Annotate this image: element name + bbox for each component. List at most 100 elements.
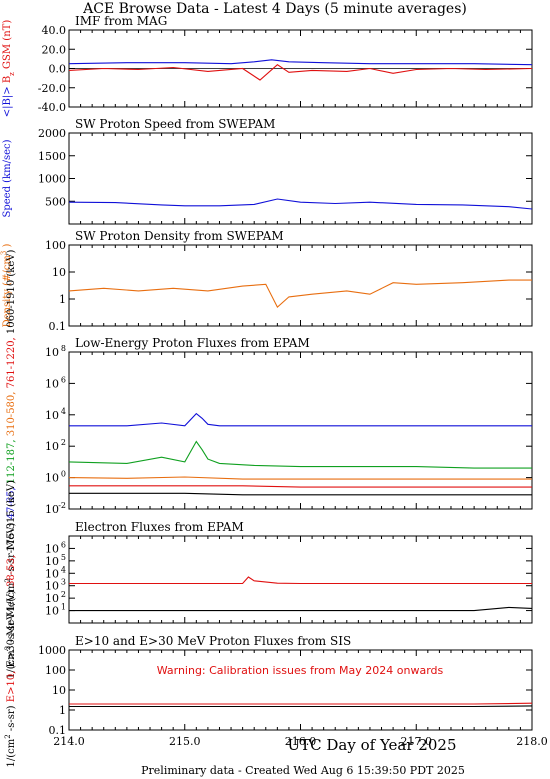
y-tick-label: 10 bbox=[45, 580, 59, 593]
series-line-orange bbox=[68, 476, 532, 480]
y-axis-label-part: 2 bbox=[4, 734, 12, 738]
y-tick-label: 1 bbox=[59, 293, 66, 306]
y-tick-label: 10 bbox=[52, 266, 66, 279]
y-axis-label-part: Speed (km/sec) bbox=[2, 139, 13, 217]
series-line-orange bbox=[68, 279, 532, 308]
x-tick-label: 215.0 bbox=[169, 735, 201, 748]
y-axis-label-part: -s-sr-MeV) bbox=[6, 522, 17, 578]
series-line-blue bbox=[69, 412, 532, 427]
y-tick-label: 40.0 bbox=[42, 24, 67, 37]
y-axis-label-part: 175-315 (keV) bbox=[6, 480, 17, 555]
y-tick-exponent: -2 bbox=[58, 501, 66, 510]
y-axis-label: Density (#/cm3 ) bbox=[0, 243, 13, 327]
y-axis-label: 1/(cm2 -s-sr) E>10, E>30 MeV bbox=[4, 612, 17, 768]
x-axis-label: UTC Day of Year 2025 bbox=[288, 736, 457, 754]
y-tick-label: 10 bbox=[45, 542, 59, 555]
panel-speed: 500 1000 1500 2000 SW Proton Speed from SWEP… bbox=[2, 117, 533, 225]
series-line-black bbox=[69, 492, 532, 496]
y-tick-label: 1000 bbox=[38, 644, 66, 657]
panel-title: SW Proton Density from SWEPAM bbox=[75, 229, 284, 243]
y-tick-label: 100 bbox=[45, 239, 66, 252]
panel-title: Electron Fluxes from EPAM bbox=[75, 520, 244, 534]
y-tick-label: 0.1 bbox=[49, 320, 67, 333]
y-axis-label-part: <|B|> bbox=[2, 86, 13, 117]
y-tick-exponent: 8 bbox=[61, 344, 66, 353]
series-line-blue bbox=[68, 198, 533, 210]
y-tick-label: 20.0 bbox=[42, 43, 67, 56]
y-axis-label-part: 1/(cm bbox=[6, 738, 17, 767]
y-axis-label-part: -s-sr) bbox=[6, 705, 17, 734]
y-tick-label: 10 bbox=[45, 503, 59, 516]
y-tick-label: 10 bbox=[45, 440, 59, 453]
plot-frame bbox=[68, 535, 533, 624]
y-tick-label: 100 bbox=[45, 664, 66, 677]
y-tick-exponent: 1 bbox=[61, 603, 66, 612]
y-tick-exponent: 4 bbox=[61, 565, 66, 574]
y-axis-label: 1/(cm2 -s-sr-MeV) 38-53, 175-315 (keV) bbox=[4, 480, 17, 679]
panel-title: IMF from MAG bbox=[75, 14, 167, 28]
panel-title: Low-Energy Proton Fluxes from EPAM bbox=[75, 336, 310, 350]
y-axis-label-part: 3 bbox=[0, 251, 8, 255]
y-tick-exponent: 6 bbox=[61, 375, 66, 384]
y-axis-label-part: z bbox=[8, 72, 16, 76]
panel-imf: -40.0 -20.0 0.0 20.0 40.0 IMF from MAG <|B|> … bbox=[2, 14, 533, 118]
y-axis-label: Speed (km/sec) bbox=[2, 139, 13, 217]
x-tick-label: 217.0 bbox=[401, 735, 433, 748]
panel-annotation: Warning: Calibration issues from May 202… bbox=[157, 664, 444, 677]
y-tick-exponent: 2 bbox=[61, 590, 66, 599]
y-tick-exponent: 4 bbox=[61, 407, 66, 416]
series-line-green bbox=[68, 440, 532, 469]
figure-title: ACE Browse Data - Latest 4 Days (5 minut… bbox=[82, 1, 467, 17]
y-tick-label: 1500 bbox=[38, 150, 66, 163]
y-tick-label: 2000 bbox=[38, 127, 66, 140]
footer-note: Preliminary data - Created Wed Aug 6 15:… bbox=[141, 764, 465, 777]
y-axis-label-part: E>10, bbox=[6, 671, 17, 706]
panels: -40.0 -20.0 0.0 20.0 40.0 IMF from MAG <|B|> … bbox=[0, 14, 548, 767]
y-axis-label-part: 2 bbox=[4, 646, 12, 650]
plot-frame bbox=[68, 132, 533, 225]
series-line-black bbox=[69, 705, 533, 708]
panel-density: 0.1 1 10 100 SW Proton Density from SWEPAM D… bbox=[0, 229, 533, 333]
y-tick-exponent: 2 bbox=[61, 438, 66, 447]
y-tick-label: 10 bbox=[45, 346, 59, 359]
panel-title: SW Proton Speed from SWEPAM bbox=[75, 117, 275, 131]
y-axis-label-part: 1060-1910 (keV) bbox=[6, 250, 17, 338]
y-tick-label: 10 bbox=[45, 555, 59, 568]
y-tick-label: 1000 bbox=[38, 173, 66, 186]
plot-frame bbox=[68, 244, 533, 327]
y-axis-label-part: E>30 MeV bbox=[6, 612, 17, 671]
y-axis-label: <|B|> Bz GSM (nT) bbox=[2, 20, 16, 118]
panel-title: E>10 and E>30 MeV Proton Fluxes from SIS bbox=[75, 634, 351, 648]
x-tick-label: 214.0 bbox=[53, 735, 85, 748]
y-tick-label: 10 bbox=[52, 684, 66, 697]
y-axis-label-part: 47-65, bbox=[6, 487, 17, 522]
series-line-red bbox=[69, 576, 532, 585]
y-axis-label-part: -s-sr-MeV) bbox=[6, 590, 17, 646]
y-tick-label: 1 bbox=[59, 704, 66, 717]
y-axis-label-part: GSM (nT) bbox=[2, 20, 13, 72]
y-axis-label-part: 310-580, bbox=[6, 392, 17, 440]
y-axis-label-part: 2 bbox=[4, 578, 12, 582]
y-axis-label-part: 1/(cm bbox=[6, 582, 17, 611]
y-tick-exponent: 3 bbox=[61, 578, 66, 587]
series-line-red bbox=[69, 702, 533, 705]
y-tick-label: 10 bbox=[45, 472, 59, 485]
y-tick-label: 10 bbox=[45, 592, 59, 605]
x-tick-label: 216.0 bbox=[285, 735, 317, 748]
y-axis-label-part: B bbox=[2, 76, 13, 87]
series-line-black bbox=[69, 606, 533, 612]
series-line-red bbox=[69, 485, 532, 488]
y-tick-exponent: 5 bbox=[61, 553, 66, 562]
y-axis-label-part: 38-53, bbox=[6, 555, 17, 590]
y-tick-exponent: 0 bbox=[61, 470, 66, 479]
y-axis-label-part: 761-1220, bbox=[6, 337, 17, 391]
series-line-blue bbox=[68, 59, 533, 66]
x-tick-label: 218.0 bbox=[516, 735, 548, 748]
y-tick-label: 10 bbox=[45, 567, 59, 580]
y-tick-label: 0.1 bbox=[49, 724, 67, 737]
y-tick-label: 500 bbox=[45, 195, 66, 208]
y-axis-label-part: 112-187, bbox=[6, 439, 17, 487]
